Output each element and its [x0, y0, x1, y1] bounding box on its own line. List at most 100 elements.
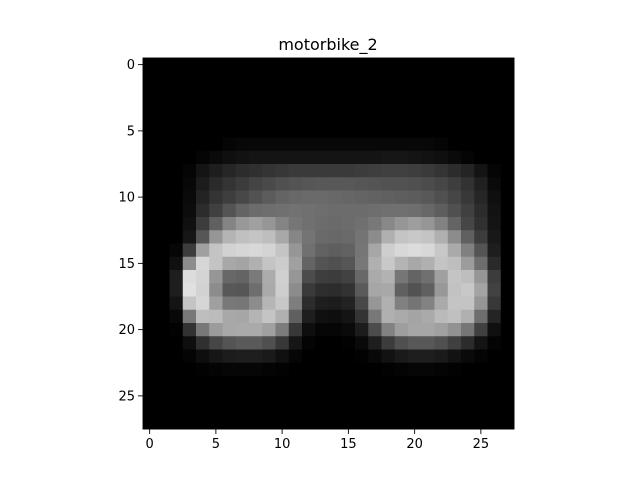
heatmap-cell [288, 84, 303, 99]
heatmap-cell [182, 270, 197, 284]
heatmap-cell [156, 203, 170, 218]
heatmap-cell [315, 124, 329, 138]
heatmap-cell [381, 150, 396, 165]
heatmap-cell [421, 84, 435, 99]
heatmap-cell [222, 296, 237, 311]
heatmap-cell [421, 124, 435, 138]
heatmap-cell [447, 190, 462, 205]
heatmap-cell [434, 336, 449, 350]
heatmap-cell [156, 323, 170, 337]
heatmap-cell [500, 349, 515, 364]
heatmap-cell [341, 296, 356, 311]
heatmap-cell [341, 243, 356, 258]
heatmap-cell [368, 71, 382, 85]
heatmap-cell [381, 71, 396, 85]
heatmap-cell [182, 124, 197, 138]
heatmap-cell [275, 243, 290, 258]
heatmap-cell [447, 84, 462, 99]
heatmap-cell [315, 137, 329, 152]
heatmap-cell [196, 376, 210, 390]
heatmap-cell [461, 389, 475, 403]
heatmap-cell [196, 137, 210, 152]
heatmap-cell [355, 164, 369, 178]
heatmap-cell [302, 256, 316, 271]
heatmap-cell [408, 177, 422, 191]
heatmap-cell [143, 71, 157, 85]
heatmap-cell [461, 376, 475, 390]
heatmap-cell [341, 217, 356, 231]
heatmap-cell [222, 97, 237, 112]
heatmap-cell [500, 137, 515, 152]
heatmap-cell [249, 376, 263, 390]
heatmap-cell [381, 415, 396, 430]
x-tick-label: 25 [473, 437, 490, 452]
heatmap-cell [222, 111, 237, 125]
heatmap-cell [249, 97, 263, 112]
heatmap-cell [408, 376, 422, 390]
heatmap-cell [275, 203, 290, 218]
heatmap-cell [235, 376, 250, 390]
heatmap-cell [341, 256, 356, 271]
heatmap-cell [249, 415, 263, 430]
heatmap-cell [315, 164, 329, 178]
heatmap-cell [474, 164, 488, 178]
heatmap-cell [169, 323, 184, 337]
heatmap-cell [169, 243, 184, 258]
heatmap-cell [368, 270, 382, 284]
heatmap-cell [196, 164, 210, 178]
heatmap-cell [368, 376, 382, 390]
heatmap-cell [500, 71, 515, 85]
heatmap-cell [262, 111, 276, 125]
heatmap-cell [275, 177, 290, 191]
heatmap-cell [209, 177, 223, 191]
heatmap-cell [368, 389, 382, 403]
heatmap-cell [474, 217, 488, 231]
heatmap-cell [288, 177, 303, 191]
heatmap-cell [474, 323, 488, 337]
heatmap-cell [235, 323, 250, 337]
heatmap-cell [315, 389, 329, 403]
heatmap-cell [474, 336, 488, 350]
heatmap-cell [288, 164, 303, 178]
heatmap-cell [341, 203, 356, 218]
heatmap-cell [381, 376, 396, 390]
heatmap-cell [262, 376, 276, 390]
heatmap-cell [249, 309, 263, 324]
heatmap-cell [500, 309, 515, 324]
heatmap-cell [434, 190, 449, 205]
heatmap-cell [434, 270, 449, 284]
heatmap-cell [341, 336, 356, 350]
heatmap-cell [341, 415, 356, 430]
heatmap-cell [235, 58, 250, 72]
heatmap-cell [235, 283, 250, 297]
heatmap-cell [209, 402, 223, 417]
heatmap-cell [143, 349, 157, 364]
heatmap-cell [143, 389, 157, 403]
heatmap-cell [275, 336, 290, 350]
heatmap-cell [182, 376, 197, 390]
heatmap-cell [355, 270, 369, 284]
heatmap-cell [341, 111, 356, 125]
heatmap-cell [143, 84, 157, 99]
heatmap-cell [262, 190, 276, 205]
heatmap-cell [315, 283, 329, 297]
heatmap-cell [434, 84, 449, 99]
heatmap-cell [275, 296, 290, 311]
heatmap-cell [315, 243, 329, 258]
heatmap-cell [368, 137, 382, 152]
heatmap-cell [447, 323, 462, 337]
heatmap-cell [235, 349, 250, 364]
heatmap-cell [328, 84, 343, 99]
heatmap-cell [209, 243, 223, 258]
heatmap-cell [302, 217, 316, 231]
heatmap-cell [474, 362, 488, 377]
heatmap-cell [447, 164, 462, 178]
heatmap-cell [368, 164, 382, 178]
heatmap-cell [487, 217, 502, 231]
heatmap-cell [328, 270, 343, 284]
heatmap-cell [434, 58, 449, 72]
heatmap-cell [328, 296, 343, 311]
heatmap-cell [434, 203, 449, 218]
heatmap-cell [328, 309, 343, 324]
heatmap-cell [421, 323, 435, 337]
